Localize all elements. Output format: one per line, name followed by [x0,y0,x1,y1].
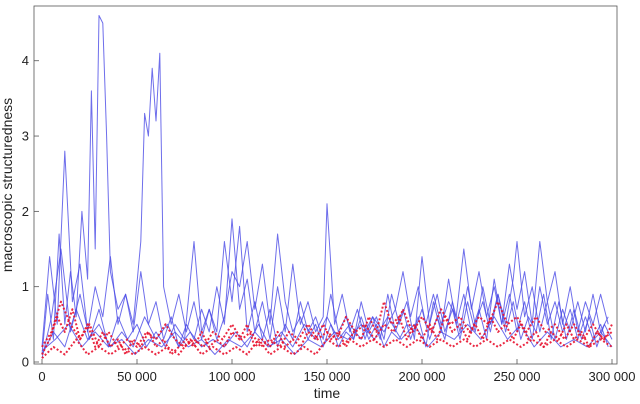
x-tick-label: 200 000 [399,369,446,384]
plot-frame [33,5,618,365]
series-line-8 [41,338,613,359]
x-axis-title: time [314,385,341,401]
series-line-4 [41,241,609,355]
y-tick-label: 4 [22,53,29,68]
y-axis-title: macroscopic structuredness [0,98,15,272]
x-tick-label: 0 [38,369,45,384]
y-tick-label: 1 [22,279,29,294]
x-tick-label: 50 000 [117,369,157,384]
x-tick-label: 100 000 [209,369,256,384]
series-line-7 [41,300,613,348]
x-tick-label: 150 000 [304,369,351,384]
y-tick-label: 0 [22,355,29,370]
series-layer [41,15,613,359]
series-line-2 [41,150,609,348]
y-axis-ticks: 0 1 2 3 4 [22,53,39,370]
y-tick-label: 2 [22,204,29,219]
series-line-6 [41,300,613,356]
series-line-3 [41,233,609,359]
x-tick-label: 250 000 [494,369,541,384]
x-axis-ticks: 0 50 000 100 000 150 000 200 000 250 000 300 0… [38,359,636,384]
y-tick-label: 3 [22,129,29,144]
x-tick-label: 300 000 [589,369,636,384]
